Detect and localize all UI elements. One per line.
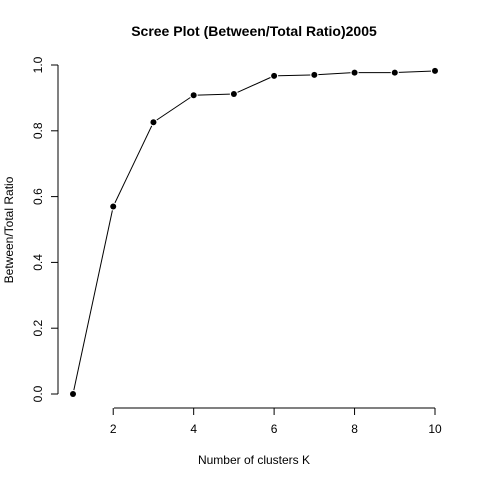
data-point	[70, 391, 76, 397]
series-line-segment	[399, 71, 431, 72]
series-line-segment	[157, 97, 191, 120]
series-line-segment	[198, 94, 230, 95]
y-tick-label: 0.2	[31, 320, 45, 337]
y-axis-ticks: 0.0 0.2 0.4 0.6 0.8 1.0	[31, 56, 58, 402]
y-tick-label: 0.8	[31, 122, 45, 139]
axes	[58, 65, 435, 408]
x-tick-label: 2	[110, 422, 117, 436]
x-tick-label: 4	[190, 422, 197, 436]
y-tick-label: 0.4	[31, 254, 45, 271]
data-point	[432, 68, 438, 74]
y-axis-label: Between/Total Ratio	[2, 176, 16, 283]
data-point	[271, 73, 277, 79]
data-point	[110, 203, 116, 209]
data-point	[352, 70, 358, 76]
chart-title: Scree Plot (Between/Total Ratio)2005	[131, 23, 377, 39]
series-line-segment	[238, 77, 271, 92]
x-tick-label: 10	[428, 422, 442, 436]
x-axis-ticks: 2 4 6 8 10	[110, 408, 442, 436]
data-point	[231, 91, 237, 97]
x-tick-label: 6	[271, 422, 278, 436]
y-tick-label: 0.0	[31, 385, 45, 402]
series-line-segment	[278, 75, 310, 76]
x-axis-label: Number of clusters K	[198, 453, 310, 467]
series-line-segment	[318, 73, 350, 75]
x-tick-label: 8	[351, 422, 358, 436]
series-line-segment	[74, 210, 113, 390]
series-line-segment	[115, 126, 152, 203]
y-tick-label: 1.0	[31, 56, 45, 73]
data-point	[150, 119, 156, 125]
y-tick-label: 0.6	[31, 188, 45, 205]
data-point	[392, 70, 398, 76]
plot-area	[70, 68, 438, 397]
data-point	[191, 92, 197, 98]
data-point	[311, 72, 317, 78]
